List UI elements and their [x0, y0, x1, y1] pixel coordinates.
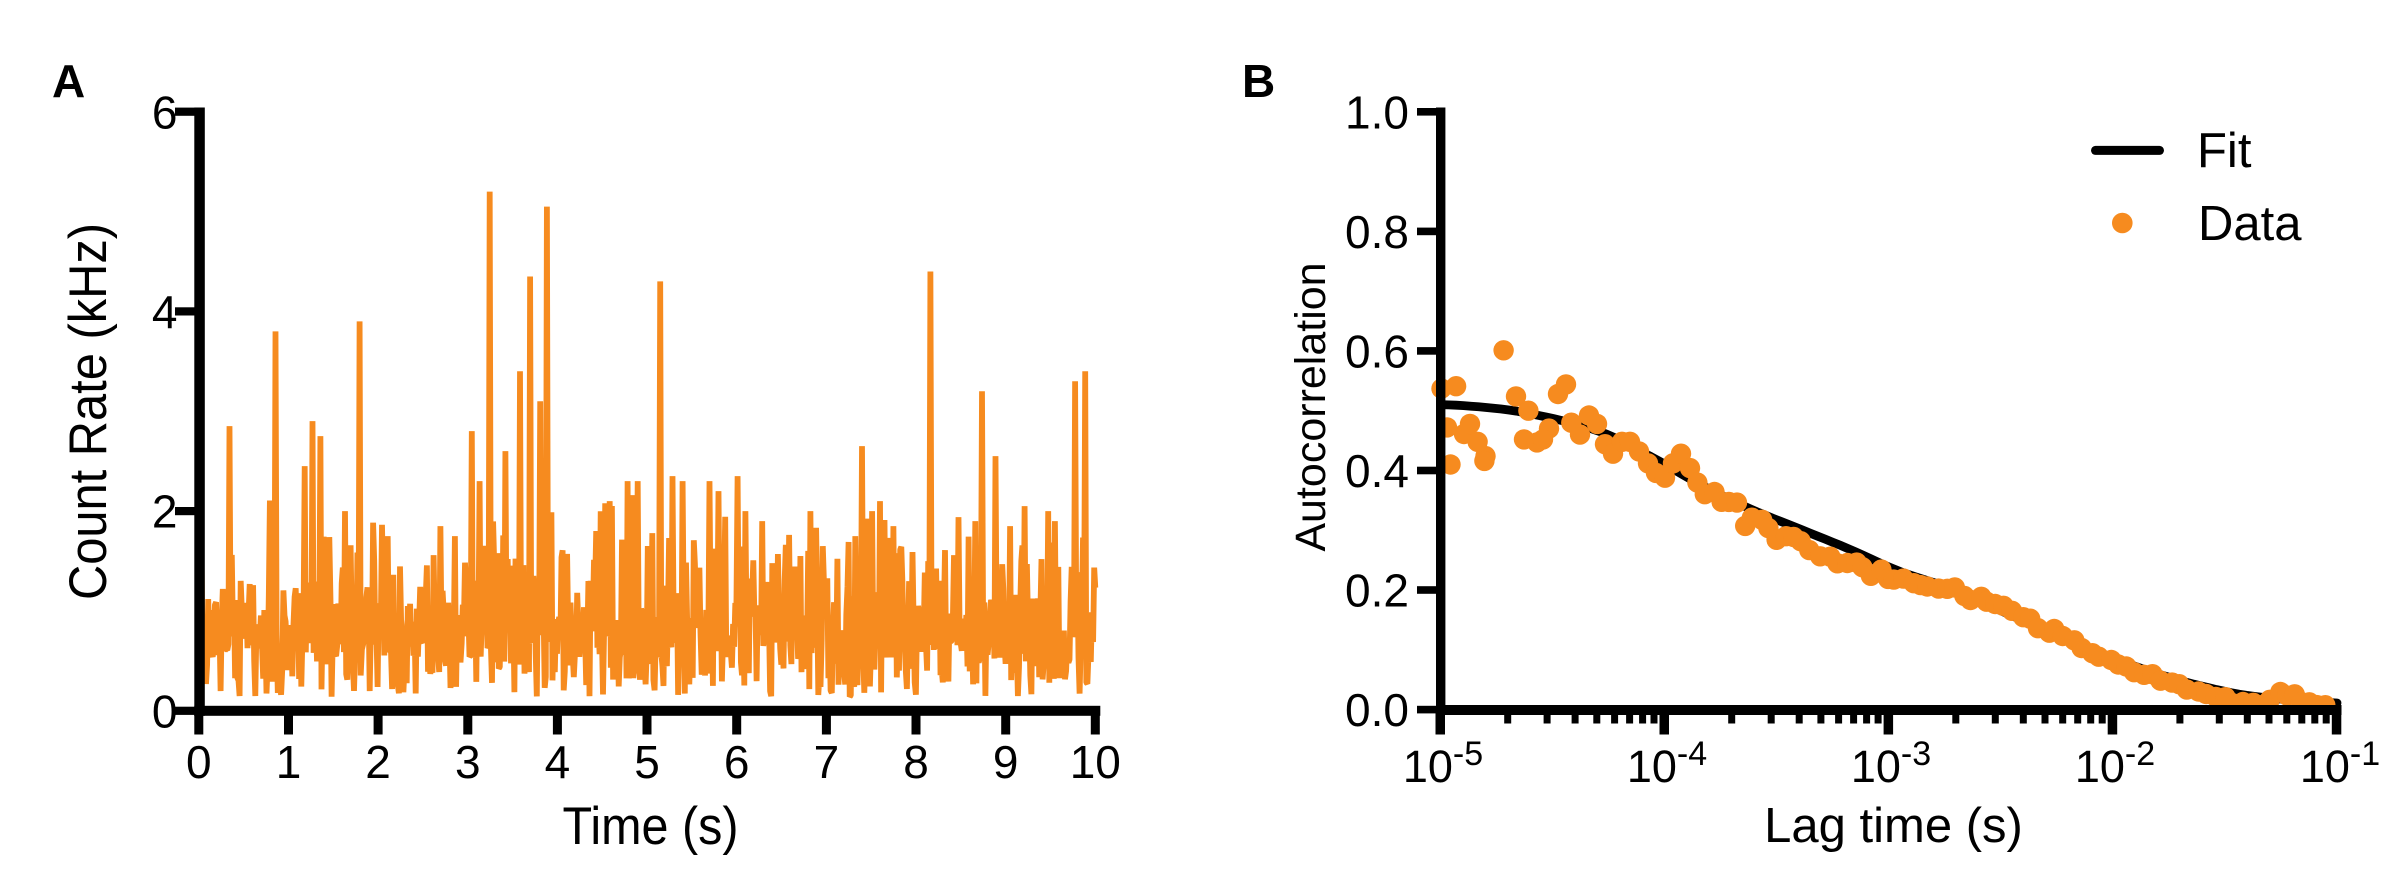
svg-text:4: 4: [152, 286, 178, 338]
svg-text:6: 6: [152, 86, 178, 138]
svg-text:1.0: 1.0: [1345, 86, 1409, 138]
svg-text:0.6: 0.6: [1345, 326, 1409, 378]
svg-text:Fit: Fit: [2197, 124, 2252, 178]
svg-text:Autocorrelation: Autocorrelation: [1287, 262, 1335, 551]
svg-text:4: 4: [545, 736, 571, 788]
svg-text:9: 9: [993, 736, 1019, 788]
svg-text:3: 3: [455, 736, 481, 788]
svg-text:Data: Data: [2198, 197, 2302, 251]
svg-text:10-2: 10-2: [2075, 735, 2155, 792]
svg-text:6: 6: [724, 736, 750, 788]
svg-text:10: 10: [1070, 736, 1121, 788]
svg-text:5: 5: [634, 736, 660, 788]
svg-text:8: 8: [903, 736, 929, 788]
svg-text:0: 0: [186, 736, 212, 788]
svg-text:B: B: [1242, 55, 1275, 107]
svg-text:0.0: 0.0: [1345, 684, 1409, 736]
svg-text:0: 0: [152, 685, 178, 737]
svg-text:0.8: 0.8: [1345, 206, 1409, 258]
svg-text:A: A: [52, 55, 85, 107]
svg-text:7: 7: [814, 736, 840, 788]
svg-text:0.2: 0.2: [1345, 565, 1409, 617]
svg-text:Count Rate (kHz): Count Rate (kHz): [59, 223, 118, 600]
svg-text:2: 2: [152, 486, 178, 538]
svg-text:2: 2: [365, 736, 391, 788]
svg-text:10-1: 10-1: [2300, 735, 2380, 792]
svg-text:1: 1: [276, 736, 302, 788]
svg-text:Lag time (s): Lag time (s): [1764, 799, 2023, 853]
svg-text:0.4: 0.4: [1345, 445, 1409, 497]
svg-text:Time (s): Time (s): [563, 797, 739, 856]
